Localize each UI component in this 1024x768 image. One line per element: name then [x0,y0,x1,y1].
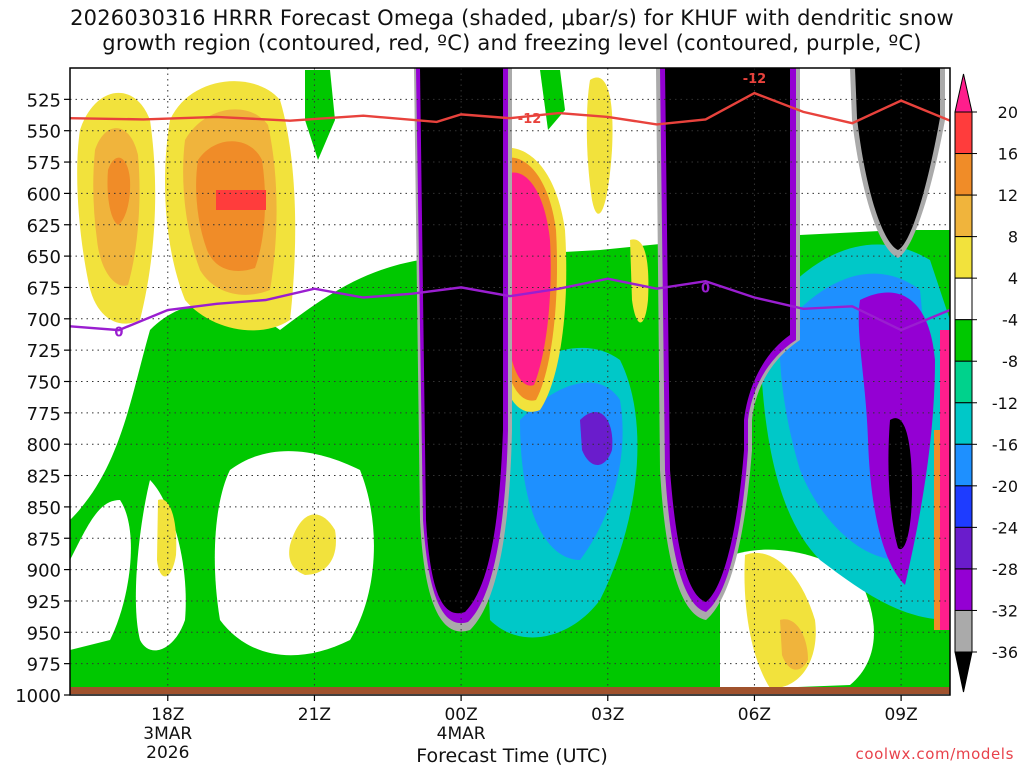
colorbar-box [954,277,973,321]
omega-region-yellow-3 [289,514,336,575]
colorbar-box [954,360,973,404]
y-tick-label: 875 [27,529,61,550]
omega-region-black-col2 [665,68,790,602]
y-tick-label: 575 [27,153,61,174]
contour-freezing-level [70,277,950,332]
colorbar-box [954,568,973,611]
colorbar-box [954,485,973,528]
omega-region-pink-edge [940,330,950,630]
chart-title: 2026030316 HRRR Forecast Omega (shaded, … [0,6,1024,56]
omega-region-orange-6 [780,619,808,670]
omega-region-green-top2 [540,70,565,130]
colorbar-label: -36 [992,643,1018,662]
contour-lines [70,91,950,332]
title-line-1: 2026030316 HRRR Forecast Omega (shaded, … [70,6,954,30]
colorbar-label: 4 [1008,269,1018,288]
omega-region-orange-edge [934,430,940,630]
x-tick-label: 2026 [146,743,189,763]
y-tick-label: 675 [27,278,61,299]
x-axis-title: Forecast Time (UTC) [416,745,608,767]
contour-label: 0 [701,281,710,296]
omega-region-black-col1 [420,68,503,614]
colorbar-label: -28 [992,560,1018,579]
y-tick-label: 700 [27,310,61,331]
colorbar-box [954,319,973,362]
colorbar-bottom-arrow [954,651,973,693]
omega-region-purple-1 [580,411,613,465]
omega-region-green-top [305,70,335,160]
y-tick-label: 900 [27,561,61,582]
omega-shading [70,68,950,690]
y-tick-label: 925 [27,592,61,613]
omega-region-black-col3 [855,68,940,250]
omega-region-yellow-7 [630,239,649,323]
colorbar-box [954,526,973,570]
x-tick-label: 3MAR [143,724,192,744]
y-tick-label: 725 [27,341,61,362]
x-tick-label: 4MAR [437,724,486,744]
colorbar-label: -8 [1002,352,1018,371]
omega-region-white-1 [70,500,131,650]
colorbar-label: -4 [1002,311,1018,330]
ground-surface [70,687,950,694]
contour-label: -12 [743,72,767,87]
y-tick-label: 1000 [15,686,61,707]
colorbar-box [954,402,973,445]
x-tick-label: 06Z [738,705,771,725]
colorbar-label: 20 [998,103,1018,122]
grid-lines [70,68,950,695]
colorbar-label: -12 [992,394,1018,413]
colorbar-label: 12 [998,186,1018,205]
colorbar-label: -24 [992,518,1018,537]
omega-region-yellow-5 [586,77,613,214]
colorbar-label: 16 [998,145,1018,164]
colorbar-box [954,609,973,653]
y-tick-label: 950 [27,623,61,644]
y-tick-label: 800 [27,435,61,456]
y-tick-label: 825 [27,467,61,488]
colorbar-box [954,194,973,238]
omega-region-black-col4 [888,418,912,550]
colorbar-label: -16 [992,435,1018,454]
x-tick-label: 03Z [591,705,624,725]
omega-region-pink-8 [503,172,551,386]
colorbar-box [954,443,973,487]
contour-labels: -12 -12 0 0 [114,72,766,340]
colorbar-box [954,236,973,279]
omega-region-yellow-4 [157,499,177,577]
contour-label: -12 [518,112,542,127]
y-tick-label: 625 [27,216,61,237]
y-tick-label: 750 [27,373,61,394]
y-tick-label: 525 [27,90,61,111]
colorbar-box [954,111,973,155]
colorbar-label: 8 [1008,228,1018,247]
credit-text: coolwx.com/models [855,745,1014,763]
x-tick-label: 00Z [444,705,477,725]
y-tick-label: 775 [27,404,61,425]
y-tick-label: 650 [27,247,61,268]
title-line-2: growth region (contoured, red, ºC) and f… [102,31,922,55]
colorbar-label: -20 [992,477,1018,496]
omega-region-red-1 [216,190,266,210]
contour-label: 0 [114,325,123,340]
colorbar-box [954,153,973,196]
x-tick-label: 18Z [151,705,184,725]
y-tick-label: 850 [27,498,61,519]
colorbar: 20 16 12 8 4 -4 -8 -12 -16 -20 -24 -28 -32 -36 [954,73,1018,693]
colorbar-label: -32 [992,601,1018,620]
x-tick-label: 09Z [884,705,917,725]
x-tick-label: 21Z [298,705,331,725]
colorbar-top-arrow [954,73,973,113]
omega-region-orange-1b [107,157,131,225]
contour-dendritic-growth [70,91,950,126]
y-axis: 525 550 575 600 625 650 675 700 725 750 775 800 825 8… [15,90,70,707]
y-tick-label: 600 [27,184,61,205]
y-tick-label: 550 [27,122,61,143]
y-tick-label: 975 [27,655,61,676]
